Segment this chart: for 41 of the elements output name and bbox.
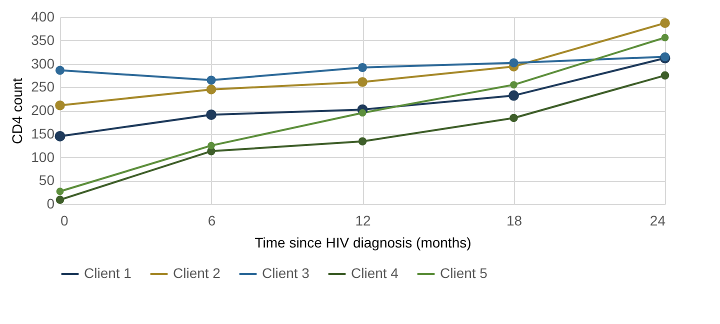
point [661, 34, 669, 42]
legend-label: Client 3 [262, 265, 310, 281]
x-axis-title: Time since HIV diagnosis (months) [254, 234, 472, 250]
point [510, 81, 518, 88]
legend-label: Client 4 [351, 265, 399, 281]
point [510, 114, 518, 122]
point [358, 137, 367, 146]
legend-label: Client 1 [84, 265, 132, 281]
legend-label: Client 2 [173, 265, 221, 281]
point [55, 100, 65, 110]
x-tick-label: 18 [506, 212, 522, 228]
point [54, 130, 66, 142]
x-tick-label: 12 [355, 212, 371, 228]
y-tick-label: 100 [31, 148, 55, 165]
x-tick-label: 24 [650, 212, 666, 228]
point [358, 77, 368, 87]
point [208, 142, 215, 150]
point [358, 62, 368, 72]
point [660, 71, 670, 80]
x-tick-label: 0 [60, 212, 68, 228]
y-tick-label: 400 [31, 8, 55, 24]
point [206, 109, 216, 120]
y-axis-title: CD4 count [9, 78, 26, 144]
point [660, 18, 670, 28]
y-tick-label: 0 [46, 196, 55, 212]
x-tick-label: 6 [208, 212, 216, 228]
y-tick-label: 200 [31, 102, 55, 118]
point [508, 90, 519, 101]
y-tick-label: 300 [31, 55, 55, 72]
point [56, 196, 64, 204]
point [509, 58, 518, 68]
point [55, 66, 65, 75]
y-tick-label: 250 [31, 78, 55, 95]
point [56, 188, 64, 196]
y-tick-label: 150 [31, 125, 55, 142]
point [358, 109, 366, 117]
y-tick-label: 50 [38, 172, 55, 188]
point [206, 84, 216, 94]
point [206, 76, 216, 85]
legend-label: Client 5 [440, 265, 488, 281]
y-tick-label: 350 [31, 32, 55, 48]
